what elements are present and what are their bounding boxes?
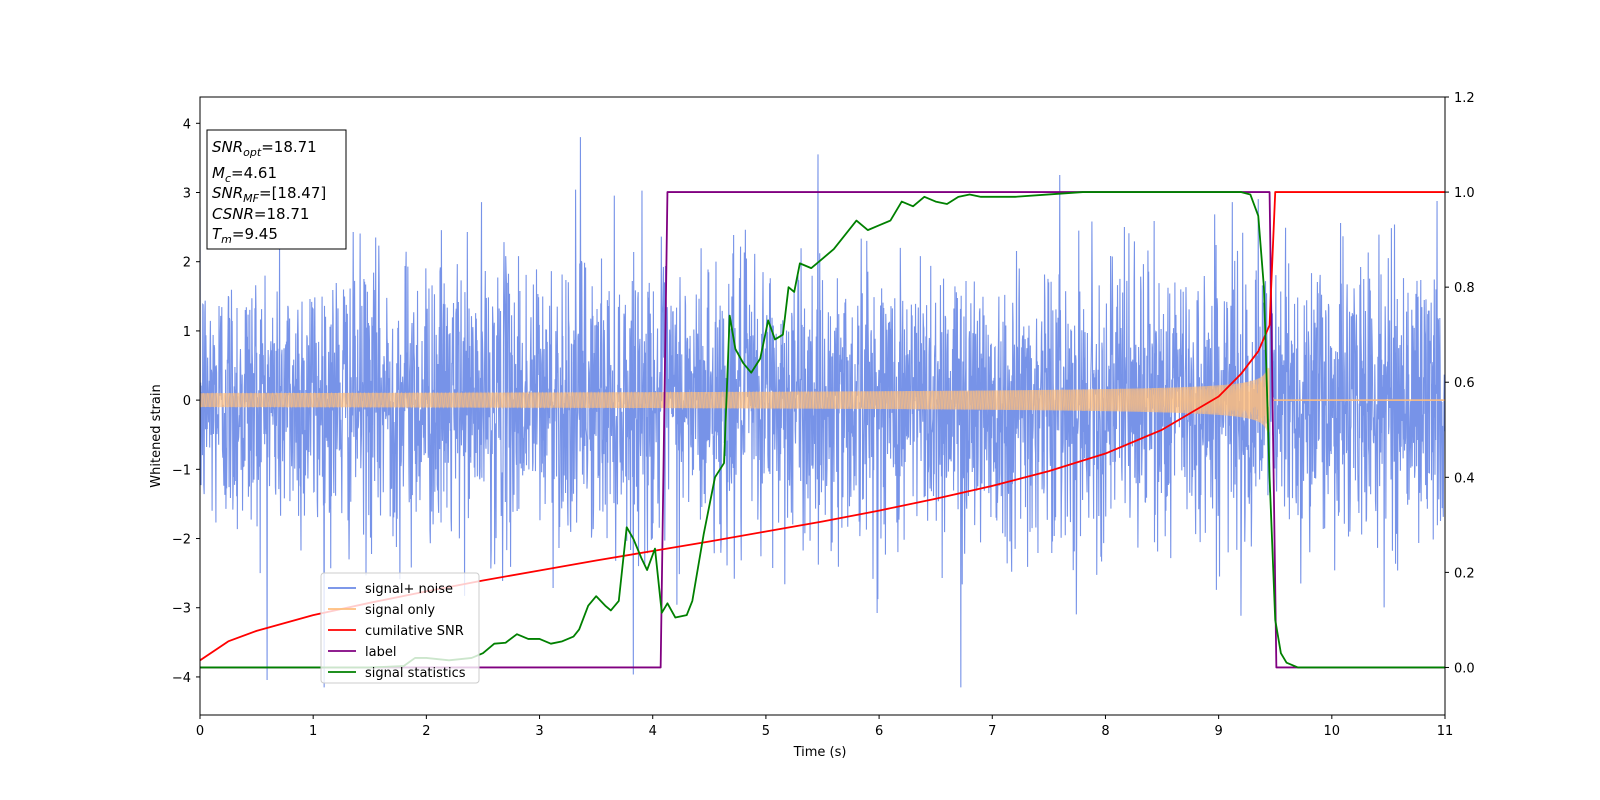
legend: signal+ noise signal only cumilative SNR la… [320,572,480,684]
y-right-tick-label: 0.8 [1454,281,1475,296]
annotation-mc: Mc=4.61 [212,164,277,185]
annotation-csnr: CSNR=18.71 [212,205,309,223]
plot-area [200,137,1445,688]
y-left-tick-label: 1 [183,325,191,340]
axes-frame [199,96,1446,716]
annotation-tm: Tm=9.45 [212,225,278,246]
y-left-tick-label: 3 [183,187,191,202]
series-signal-noise [200,137,1445,688]
series-signal-only-envelope [200,367,1270,433]
x-axis-label: Time (s) [793,745,847,760]
y-axis-left: −4 −3 −2 −1 0 1 2 3 4 [172,117,200,686]
x-tick-label: 11 [1437,724,1454,739]
x-tick-label: 2 [422,724,430,739]
y-right-tick-label: 0.0 [1454,661,1475,676]
y-right-tick-label: 0.4 [1454,471,1475,486]
y-right-tick-label: 1.2 [1454,91,1475,106]
annotation-box-frame [206,129,347,250]
x-tick-label: 4 [649,724,657,739]
series-signal-only [200,368,1270,425]
legend-entry: signal statistics [365,666,466,681]
legend-entry: signal only [365,603,435,618]
y-left-tick-label: 4 [183,117,191,132]
x-tick-label: 6 [875,724,883,739]
legend-entry: label [365,645,396,660]
legend-entry: signal+ noise [365,582,453,597]
y-left-tick-label: 2 [183,256,191,271]
x-tick-label: 5 [762,724,770,739]
y-left-tick-label: 0 [183,394,191,409]
annotation-snr-mf: SNRMF=[18.47] [212,184,326,205]
series-signal-statistics [200,191,1445,669]
y-right-tick-label: 1.0 [1454,186,1475,201]
x-tick-label: 7 [988,724,996,739]
x-tick-label: 10 [1324,724,1341,739]
legend-entry: cumilative SNR [365,624,464,639]
x-tick-label: 8 [1101,724,1109,739]
legend-frame [320,572,480,684]
x-tick-label: 0 [196,724,204,739]
y-right-tick-label: 0.6 [1454,376,1475,391]
x-tick-label: 1 [309,724,317,739]
y-left-tick-label: −4 [172,671,191,686]
y-left-tick-label: −1 [172,463,191,478]
annotation-snr-opt: SNRopt=18.71 [212,138,317,159]
x-tick-label: 9 [1214,724,1222,739]
x-axis: 0 1 2 3 4 5 6 7 8 9 10 11 [196,715,1453,739]
y-right-tick-label: 0.2 [1454,566,1475,581]
annotation-box: SNRopt=18.71 Mc=4.61 SNRMF=[18.47] CSNR=… [206,129,347,250]
x-tick-label: 3 [535,724,543,739]
y-left-tick-label: −2 [172,533,191,548]
y-axis-right: 0.0 0.2 0.4 0.6 0.8 1.0 1.2 [1445,91,1475,676]
y-axis-label: Whitened strain [149,384,164,487]
y-left-tick-label: −3 [172,602,191,617]
